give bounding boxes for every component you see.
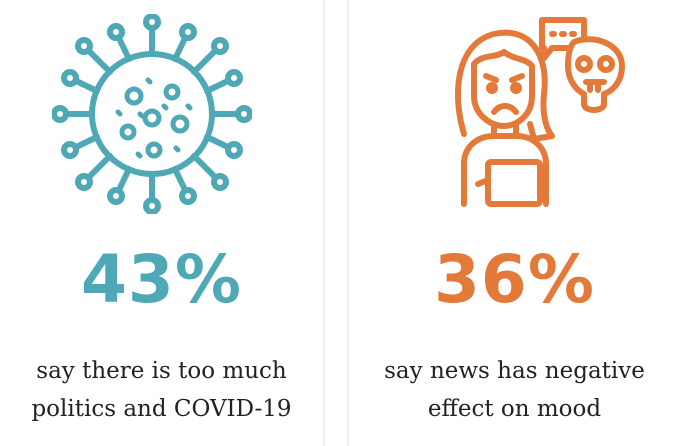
sad-person-speech-bubble-icon bbox=[434, 14, 634, 218]
percent-value: 43% bbox=[81, 241, 242, 318]
caption: say news has negative effect on mood bbox=[349, 352, 680, 428]
caption-line-2: effect on mood bbox=[427, 396, 602, 422]
stat-card-news-mood: 36% say news has negative effect on mood bbox=[347, 0, 680, 446]
caption: say there is too much politics and COVID… bbox=[0, 352, 323, 428]
virus-icon bbox=[51, 13, 253, 218]
caption-line-1: say there is too much bbox=[36, 358, 287, 384]
caption-line-1: say news has negative bbox=[384, 358, 645, 384]
caption-line-2: politics and COVID-19 bbox=[31, 396, 292, 422]
percent-value: 36% bbox=[434, 241, 595, 318]
stat-card-politics-covid: 43% say there is too much politics and C… bbox=[0, 0, 325, 446]
